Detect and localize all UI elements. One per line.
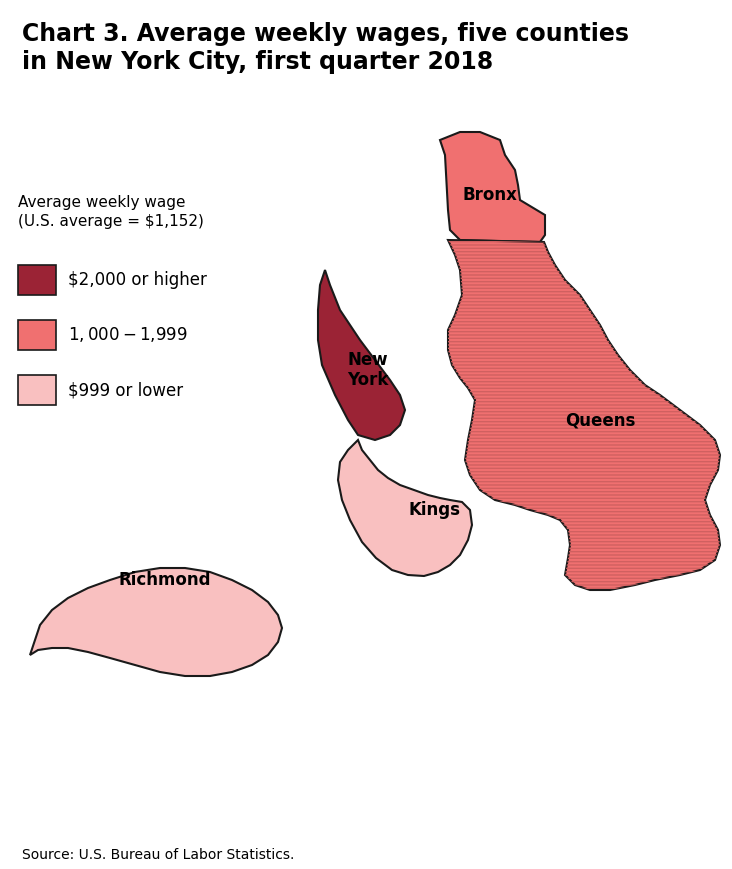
Text: Richmond: Richmond xyxy=(119,571,212,589)
Text: Average weekly wage
(U.S. average = $1,152): Average weekly wage (U.S. average = $1,1… xyxy=(18,195,204,229)
Bar xyxy=(18,265,56,295)
Text: Bronx: Bronx xyxy=(463,186,518,204)
Polygon shape xyxy=(30,568,282,676)
Polygon shape xyxy=(338,440,472,576)
Text: Queens: Queens xyxy=(565,411,635,429)
Text: Source: U.S. Bureau of Labor Statistics.: Source: U.S. Bureau of Labor Statistics. xyxy=(22,848,294,862)
Text: Kings: Kings xyxy=(409,501,461,519)
Polygon shape xyxy=(318,270,405,440)
Text: $1,000 - $1,999: $1,000 - $1,999 xyxy=(68,326,187,344)
Polygon shape xyxy=(440,132,545,242)
Text: Chart 3. Average weekly wages, five counties
in New York City, first quarter 201: Chart 3. Average weekly wages, five coun… xyxy=(22,22,629,75)
Text: $999 or lower: $999 or lower xyxy=(68,381,183,399)
Text: $2,000 or higher: $2,000 or higher xyxy=(68,271,207,289)
Text: New
York: New York xyxy=(347,350,389,389)
Polygon shape xyxy=(448,240,720,590)
Bar xyxy=(18,375,56,405)
Bar xyxy=(18,320,56,350)
